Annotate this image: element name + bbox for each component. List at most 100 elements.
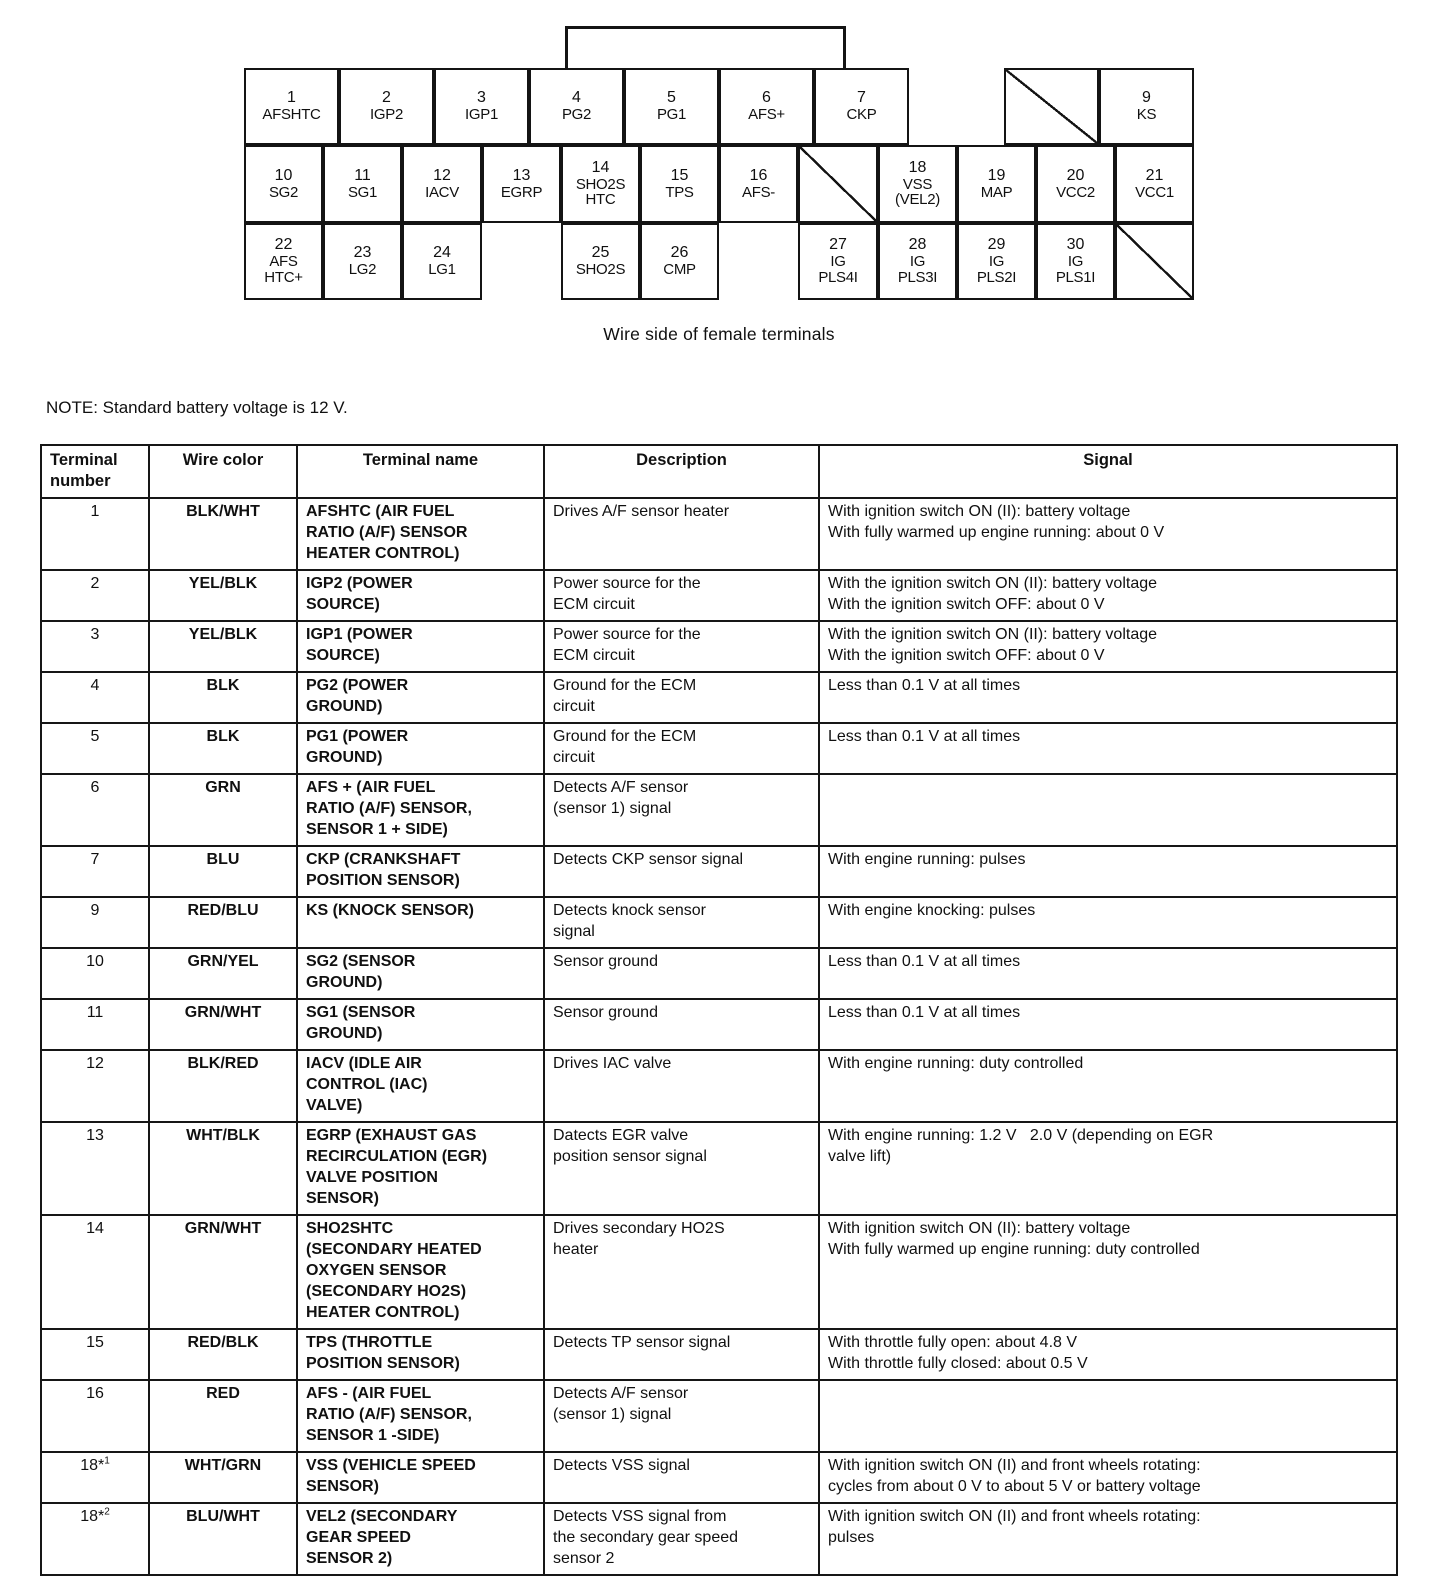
description-cell: Detects TP sensor signal bbox=[543, 1328, 820, 1381]
pin-cell-15: 15 TPS bbox=[640, 145, 719, 223]
signal-cell: With throttle fully open: about 4.8 V Wi… bbox=[818, 1328, 1398, 1381]
wire-color-cell: YEL/BLK bbox=[148, 620, 298, 673]
description-cell: Drives IAC valve bbox=[543, 1049, 820, 1123]
signal-cell: With ignition switch ON (II) and front w… bbox=[818, 1451, 1398, 1504]
table-row: 18*2 BLU/WHT VEL2 (SECONDARY GEAR SPEED SE… bbox=[40, 1502, 1398, 1576]
wire-color-cell: RED/BLU bbox=[148, 896, 298, 949]
pin-cell-7: 7 CKP bbox=[814, 68, 909, 145]
signal-cell: Less than 0.1 V at all times bbox=[818, 671, 1398, 724]
table-header-row: Terminal number Wire color Terminal name… bbox=[40, 444, 1398, 499]
description-cell: Detects A/F sensor (sensor 1) signal bbox=[543, 1379, 820, 1453]
pin-cell-14: 14 SHO2S HTC bbox=[561, 145, 640, 223]
terminal-name-cell: IGP1 (POWER SOURCE) bbox=[296, 620, 545, 673]
header-description: Description bbox=[543, 444, 820, 499]
description-cell: Detects VSS signal from the secondary ge… bbox=[543, 1502, 820, 1576]
wire-color-cell: BLK bbox=[148, 722, 298, 775]
wire-color-cell: BLK bbox=[148, 671, 298, 724]
terminal-number-cell: 4 bbox=[40, 671, 150, 724]
connector-key-tab bbox=[565, 26, 846, 70]
blocked-cell-diagonal bbox=[798, 145, 878, 223]
signal-cell: With ignition switch ON (II) and front w… bbox=[818, 1502, 1398, 1576]
signal-cell: With the ignition switch ON (II): batter… bbox=[818, 620, 1398, 673]
table-row: 1 BLK/WHT AFSHTC (AIR FUEL RATIO (A/F) SEN… bbox=[40, 497, 1398, 571]
terminal-name-cell: SG2 (SENSOR GROUND) bbox=[296, 947, 545, 1000]
signal-cell: With engine knocking: pulses bbox=[818, 896, 1398, 949]
signal-cell: With the ignition switch ON (II): batter… bbox=[818, 569, 1398, 622]
table-row: 12 BLK/RED IACV (IDLE AIR CONTROL (IAC) VA… bbox=[40, 1049, 1398, 1123]
wire-color-cell: WHT/GRN bbox=[148, 1451, 298, 1504]
terminal-name-cell: IGP2 (POWER SOURCE) bbox=[296, 569, 545, 622]
table-row: 2 YEL/BLK IGP2 (POWER SOURCE) Power source … bbox=[40, 569, 1398, 622]
terminal-number-cell: 18*2 bbox=[40, 1502, 150, 1576]
pin-cell-29: 29 IG PLS2I bbox=[957, 223, 1036, 300]
table-row: 15 RED/BLK TPS (THROTTLE POSITION SENSOR) D… bbox=[40, 1328, 1398, 1381]
pin-cell-2: 2 IGP2 bbox=[339, 68, 434, 145]
signal-cell: Less than 0.1 V at all times bbox=[818, 947, 1398, 1000]
signal-cell: With ignition switch ON (II): battery vo… bbox=[818, 497, 1398, 571]
wire-color-cell: BLK/WHT bbox=[148, 497, 298, 571]
header-terminal-number: Terminal number bbox=[40, 444, 150, 499]
wire-color-cell: YEL/BLK bbox=[148, 569, 298, 622]
terminal-number-cell: 13 bbox=[40, 1121, 150, 1216]
table-row: 14 GRN/WHT SHO2SHTC (SECONDARY HEATED OXYG… bbox=[40, 1214, 1398, 1330]
pin-cell-16: 16 AFS- bbox=[719, 145, 798, 223]
terminal-number-cell: 7 bbox=[40, 845, 150, 898]
wire-color-cell: BLU/WHT bbox=[148, 1502, 298, 1576]
header-wire-color: Wire color bbox=[148, 444, 298, 499]
terminal-number-cell: 2 bbox=[40, 569, 150, 622]
terminal-number-cell: 5 bbox=[40, 722, 150, 775]
description-cell: Detects VSS signal bbox=[543, 1451, 820, 1504]
signal-cell bbox=[818, 773, 1398, 847]
signal-cell: With engine running: duty controlled bbox=[818, 1049, 1398, 1123]
description-cell: Drives A/F sensor heater bbox=[543, 497, 820, 571]
terminal-name-cell: VSS (VEHICLE SPEED SENSOR) bbox=[296, 1451, 545, 1504]
wire-color-cell: GRN/WHT bbox=[148, 998, 298, 1051]
pin-cell-23: 23 LG2 bbox=[323, 223, 402, 300]
description-cell: Ground for the ECM circuit bbox=[543, 671, 820, 724]
terminal-number-cell: 18*1 bbox=[40, 1451, 150, 1504]
terminal-name-cell: VEL2 (SECONDARY GEAR SPEED SENSOR 2) bbox=[296, 1502, 545, 1576]
pin-cell-3: 3 IGP1 bbox=[434, 68, 529, 145]
pin-cell-13: 13 EGRP bbox=[482, 145, 561, 223]
wire-color-cell: GRN/YEL bbox=[148, 947, 298, 1000]
pin-cell-28: 28 IG PLS3I bbox=[878, 223, 957, 300]
description-cell: Detects CKP sensor signal bbox=[543, 845, 820, 898]
table-row: 13 WHT/BLK EGRP (EXHAUST GAS RECIRCULATION… bbox=[40, 1121, 1398, 1216]
terminal-number-cell: 3 bbox=[40, 620, 150, 673]
pin-cell-18: 18 VSS (VEL2) bbox=[878, 145, 957, 223]
signal-cell bbox=[818, 1379, 1398, 1453]
pin-cell-21: 21 VCC1 bbox=[1115, 145, 1194, 223]
terminal-number-cell: 1 bbox=[40, 497, 150, 571]
table-row: 11 GRN/WHT SG1 (SENSOR GROUND) Sensor groun… bbox=[40, 998, 1398, 1051]
table-row: 6 GRN AFS + (AIR FUEL RATIO (A/F) SENSOR, … bbox=[40, 773, 1398, 847]
terminal-number-cell: 12 bbox=[40, 1049, 150, 1123]
wire-color-cell: GRN/WHT bbox=[148, 1214, 298, 1330]
description-cell: Detects knock sensor signal bbox=[543, 896, 820, 949]
table-row: 5 BLK PG1 (POWER GROUND) Ground for the ECM… bbox=[40, 722, 1398, 775]
terminal-number-cell: 11 bbox=[40, 998, 150, 1051]
terminal-table: Terminal number Wire color Terminal name… bbox=[40, 444, 1398, 1576]
description-cell: Sensor ground bbox=[543, 947, 820, 1000]
table-row: 7 BLU CKP (CRANKSHAFT POSITION SENSOR) Dete… bbox=[40, 845, 1398, 898]
terminal-number-cell: 10 bbox=[40, 947, 150, 1000]
terminal-table-section: Terminal number Wire color Terminal name… bbox=[40, 444, 1398, 1586]
pin-cell-20: 20 VCC2 bbox=[1036, 145, 1115, 223]
pin-cell-6: 6 AFS+ bbox=[719, 68, 814, 145]
pin-cell-4: 4 PG2 bbox=[529, 68, 624, 145]
wire-color-cell: RED bbox=[148, 1379, 298, 1453]
pin-cell-5: 5 PG1 bbox=[624, 68, 719, 145]
table-row: 4 BLK PG2 (POWER GROUND) Ground for the ECM… bbox=[40, 671, 1398, 724]
terminal-name-cell: AFSHTC (AIR FUEL RATIO (A/F) SENSOR HEAT… bbox=[296, 497, 545, 571]
connector-diagram: 1 AFSHTC 2 IGP2 3 IGP1 4 PG2 5 PG1 6 AFS+ 7 CKP… bbox=[244, 26, 1194, 300]
pin-cell-30: 30 IG PLS1I bbox=[1036, 223, 1115, 300]
wire-color-cell: GRN bbox=[148, 773, 298, 847]
terminal-number-cell: 14 bbox=[40, 1214, 150, 1330]
pin-cell-25: 25 SHO2S bbox=[561, 223, 640, 300]
description-cell: Ground for the ECM circuit bbox=[543, 722, 820, 775]
terminal-number-cell: 15 bbox=[40, 1328, 150, 1381]
terminal-name-cell: CKP (CRANKSHAFT POSITION SENSOR) bbox=[296, 845, 545, 898]
terminal-number-cell: 9 bbox=[40, 896, 150, 949]
table-row: 18*1 WHT/GRN VSS (VEHICLE SPEED SENSOR) Det… bbox=[40, 1451, 1398, 1504]
blocked-cell-diagonal bbox=[1004, 68, 1099, 145]
